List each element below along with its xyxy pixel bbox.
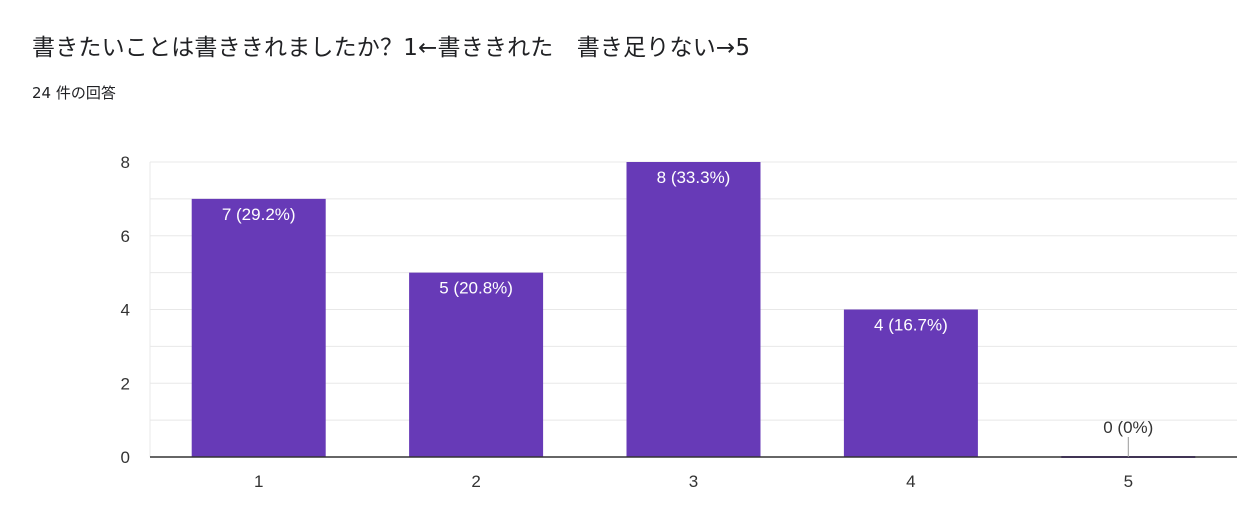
y-tick-label: 8 bbox=[121, 153, 130, 172]
y-tick-label: 6 bbox=[121, 227, 130, 246]
bar bbox=[626, 162, 761, 457]
bar-value-label: 4 (16.7%) bbox=[874, 316, 948, 335]
bar bbox=[191, 198, 326, 457]
x-tick-label: 5 bbox=[1124, 472, 1133, 491]
bars bbox=[191, 162, 1196, 458]
bar bbox=[843, 309, 978, 457]
axes: 0 2 4 6 8 1 2 3 4 5 bbox=[121, 153, 1237, 491]
question-title: 書きたいことは書ききれましたか？1←書ききれた 書き足りない→5 bbox=[32, 35, 751, 61]
x-tick-label: 2 bbox=[471, 472, 480, 491]
y-tick-label: 0 bbox=[121, 448, 130, 467]
x-tick-label: 4 bbox=[906, 472, 915, 491]
bar-value-label: 8 (33.3%) bbox=[657, 168, 731, 187]
y-tick-label: 4 bbox=[121, 301, 130, 320]
bar bbox=[409, 272, 544, 457]
response-count: 24 件の回答 bbox=[32, 84, 116, 102]
y-tick-label: 2 bbox=[121, 374, 130, 393]
bar-value-label: 5 (20.8%) bbox=[439, 279, 513, 298]
x-tick-label: 3 bbox=[689, 472, 698, 491]
bar-value-label: 7 (29.2%) bbox=[222, 205, 296, 224]
data-labels: 7 (29.2%) 5 (20.8%) 8 (33.3%) 4 (16.7%) 0 (0… bbox=[222, 168, 1153, 457]
x-tick-label: 1 bbox=[254, 472, 263, 491]
bar-value-label: 0 (0%) bbox=[1103, 418, 1153, 437]
